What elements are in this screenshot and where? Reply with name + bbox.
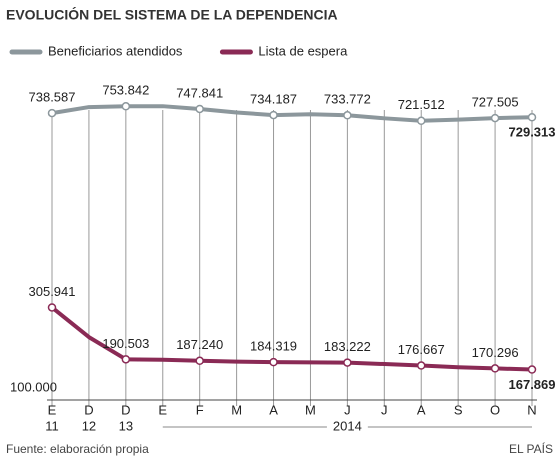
value-label: 184.319 bbox=[250, 339, 297, 354]
marker bbox=[195, 104, 204, 114]
value-label: 305.941 bbox=[29, 284, 76, 299]
x-tick-label: A bbox=[417, 402, 426, 417]
x-tick-label: M bbox=[305, 402, 316, 417]
marker bbox=[490, 364, 500, 373]
marker bbox=[527, 365, 537, 374]
marker bbox=[47, 108, 57, 118]
y-tick-label: 100.000 bbox=[10, 379, 57, 394]
marker bbox=[343, 358, 352, 367]
marker bbox=[416, 116, 426, 126]
series-line bbox=[51, 104, 533, 123]
x-tick-label: D bbox=[84, 402, 93, 417]
x-tick-label: M bbox=[231, 402, 242, 417]
x-tick-label: J bbox=[344, 402, 351, 417]
x-tick-sublabel: 11 bbox=[45, 418, 59, 433]
value-label: 734.187 bbox=[250, 92, 297, 107]
value-label: 738.587 bbox=[29, 90, 76, 105]
chart-title: EVOLUCIÓN DEL SISTEMA DE LA DEPENDENCIA bbox=[6, 6, 338, 23]
x-tick-label: F bbox=[196, 402, 204, 417]
value-label: 747.841 bbox=[176, 85, 223, 100]
x-tick-label: E bbox=[158, 402, 167, 417]
x-tick-label: E bbox=[48, 402, 57, 417]
legend-label: Beneficiarios atendidos bbox=[48, 43, 183, 58]
marker bbox=[269, 110, 278, 120]
x-tick-sublabel: 13 bbox=[119, 418, 133, 433]
value-label: 183.222 bbox=[324, 339, 371, 354]
value-label: 176.667 bbox=[398, 342, 445, 357]
legend-label: Lista de espera bbox=[258, 43, 348, 58]
value-label-last: 729.313 bbox=[509, 125, 556, 140]
value-label: 753.842 bbox=[102, 83, 149, 98]
marker bbox=[121, 102, 131, 111]
marker bbox=[416, 361, 426, 370]
x-tick-label: A bbox=[269, 402, 278, 417]
marker bbox=[47, 303, 57, 312]
marker bbox=[195, 356, 204, 366]
marker bbox=[269, 357, 278, 367]
brand: EL PAÍS bbox=[509, 441, 553, 456]
marker bbox=[490, 113, 500, 123]
x-tick-label: D bbox=[121, 402, 130, 417]
marker bbox=[343, 111, 352, 120]
x-tick-label: J bbox=[381, 402, 388, 417]
value-label: 727.505 bbox=[472, 95, 519, 110]
x-tick-sublabel: 12 bbox=[82, 418, 96, 433]
value-label-last: 167.869 bbox=[509, 377, 556, 392]
x-tick-label: S bbox=[454, 402, 463, 417]
value-label: 733.772 bbox=[324, 92, 371, 107]
value-label: 187.240 bbox=[176, 337, 223, 352]
marker bbox=[527, 113, 537, 122]
series-line bbox=[50, 305, 533, 372]
x-tick-label: N bbox=[527, 402, 536, 417]
value-label: 190.503 bbox=[102, 336, 149, 351]
value-label: 170.296 bbox=[472, 345, 519, 360]
x-tick-label: O bbox=[490, 402, 500, 417]
marker bbox=[121, 355, 131, 364]
value-label: 721.512 bbox=[398, 97, 445, 112]
source: Fuente: elaboración propia bbox=[6, 442, 149, 456]
year-label: 2014 bbox=[333, 418, 362, 433]
